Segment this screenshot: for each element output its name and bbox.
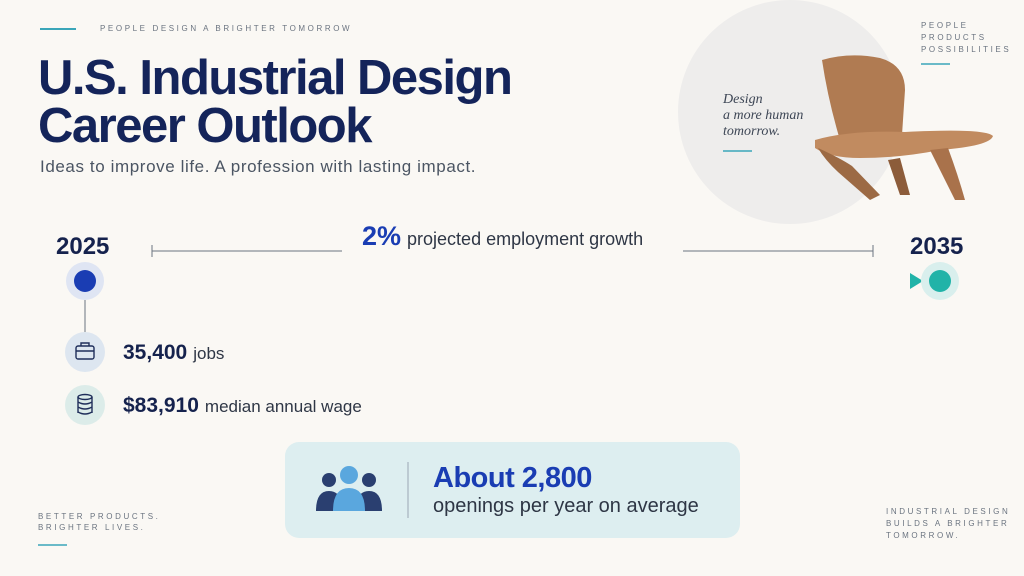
quote-line: Design [722,92,763,107]
coins-icon [77,393,93,415]
end-year: 2035 [910,233,963,260]
corner-label: PEOPLE [921,21,969,30]
briefcase-icon [75,342,95,360]
eyebrow: PEOPLE DESIGN A BRIGHTER TOMORROW [100,24,352,33]
callout-box [285,442,740,538]
title-line: U.S. Industrial Design [38,51,511,105]
icon-bg [65,332,105,372]
chair [815,55,993,200]
start-dot [74,270,96,292]
growth: 2% projected employment growth [362,221,643,251]
subtitle: Ideas to improve life. A profession with… [40,157,476,176]
footer-label: BUILDS A BRIGHTER [886,519,1009,528]
footer-label: INDUSTRIAL DESIGN [886,507,1010,516]
growth-text: projected employment growth [407,229,643,249]
end-dot [929,270,951,292]
growth-value: 2% [362,221,401,251]
bracket [151,245,874,257]
stat-value: $83,910 [123,394,199,417]
people-icon [316,466,382,511]
title-line: Career Outlook [38,99,373,153]
start-year: 2025 [56,233,109,260]
icon-bg [65,385,105,425]
stat-label: jobs [192,344,224,363]
stat-label: median annual wage [205,397,362,416]
stat: 35,400 jobs [123,341,224,364]
callout-label: openings per year on average [433,495,699,517]
footer-label: BETTER PRODUCTS. [38,512,161,521]
corner-label: POSSIBILITIES [921,45,1011,54]
footer-label: BRIGHTER LIVES. [38,523,145,532]
quote-line: a more human [723,108,803,123]
timeline-arrow [910,273,923,289]
stat-value: 35,400 [123,341,187,364]
callout-value: About 2,800 [433,462,592,494]
quote-line: tomorrow. [723,124,780,139]
corner-label: PRODUCTS [921,33,987,42]
stat: $83,910 median annual wage [123,394,362,417]
footer-label: TOMORROW. [886,531,960,540]
